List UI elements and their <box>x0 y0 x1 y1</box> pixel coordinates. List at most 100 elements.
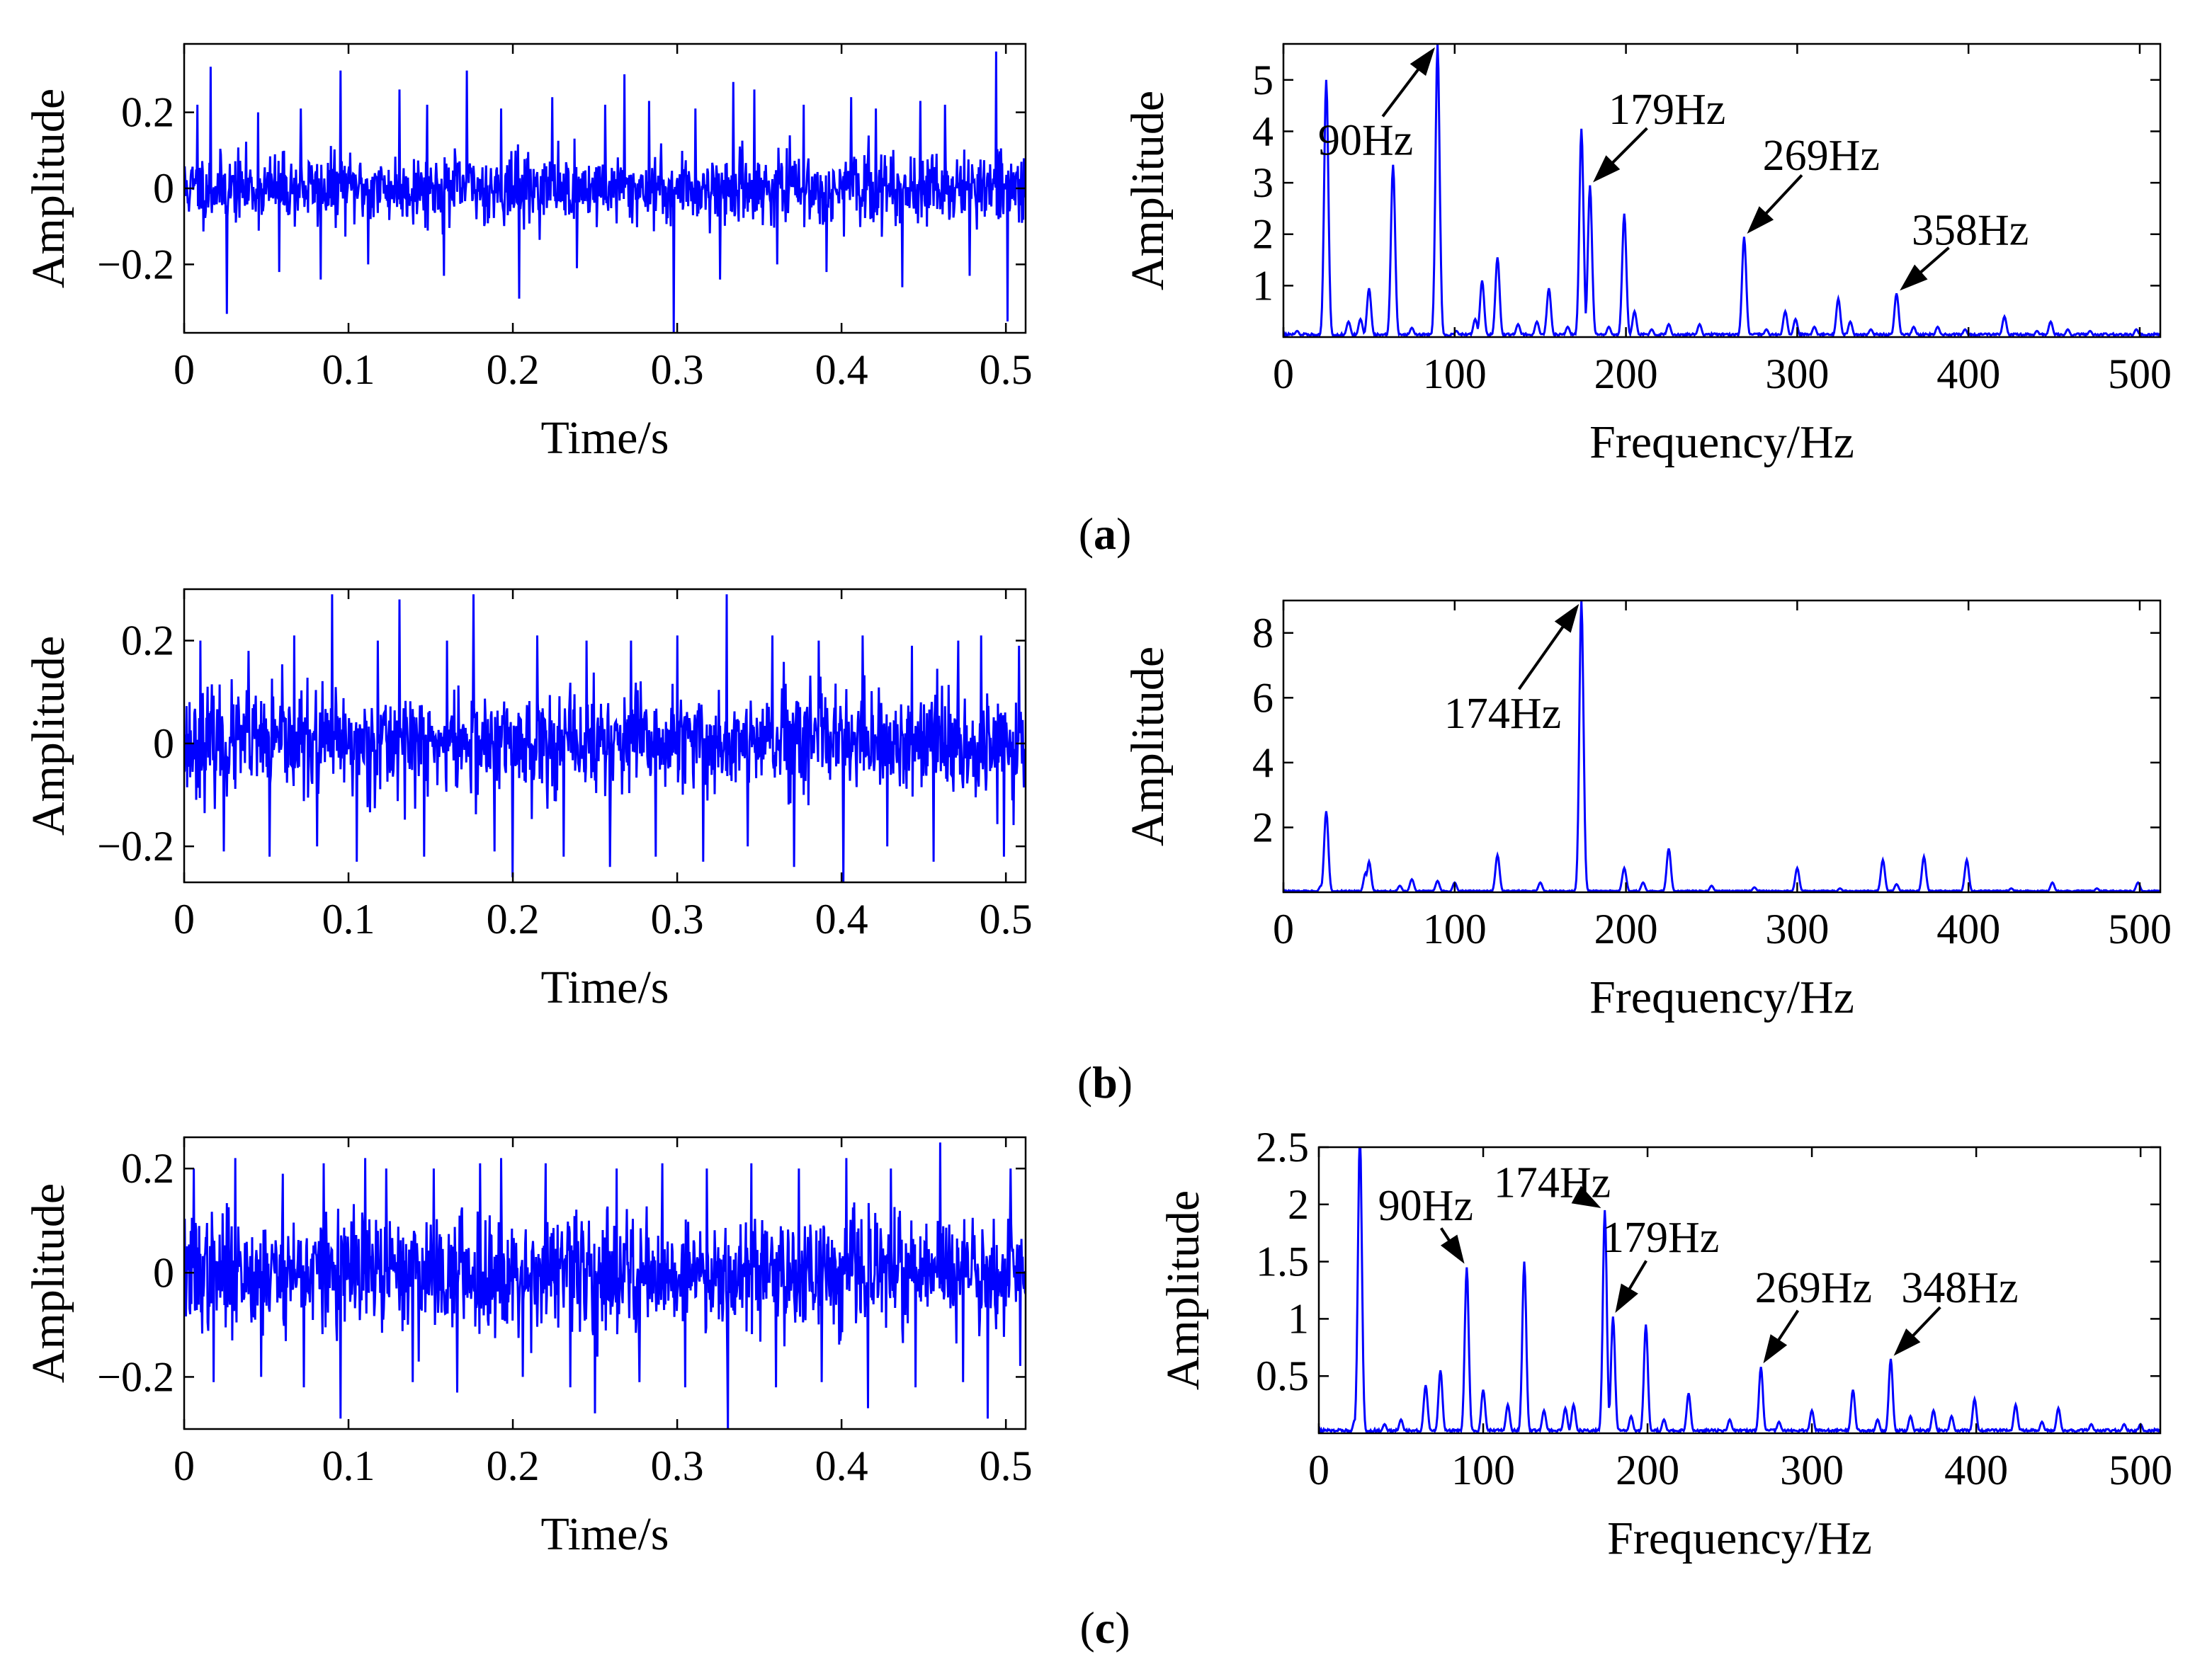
signal-line-b-time <box>184 594 1026 882</box>
annotation-arrowhead-c-freq <box>1571 1185 1601 1209</box>
chart-b-freq: 0 100 200 300 400 500 2 4 6 8 Frequency/Hz Amplitud… <box>1122 599 2172 1023</box>
x-tick-label-c-freq: 0 <box>1308 1447 1329 1493</box>
x-tick-label-c-time: 0.1 <box>322 1442 375 1489</box>
x-tick-label-b-freq: 100 <box>1423 906 1487 952</box>
y-axis-label-c-time: Amplitude <box>23 1183 74 1383</box>
x-tick-label-a-time: 0.3 <box>651 346 704 393</box>
annotation-label-c-freq: 90Hz <box>1378 1182 1473 1230</box>
x-tick-label-b-time: 0.5 <box>980 896 1033 943</box>
panel-label-c: (c) <box>1079 1603 1130 1653</box>
annotation-label-a-freq: 179Hz <box>1609 86 1725 134</box>
x-tick-label-b-freq: 0 <box>1273 906 1294 952</box>
x-tick-label-b-time: 0 <box>174 896 195 943</box>
annotation-label-c-freq: 348Hz <box>1901 1264 2018 1312</box>
y-tick-label-a-freq: 1 <box>1252 262 1274 309</box>
axes-frame-b-time <box>183 588 1027 884</box>
annotation-arrowhead-a-freq <box>1410 47 1435 76</box>
x-tick-label-a-freq: 500 <box>2108 351 2172 397</box>
y-tick-label-c-freq: 2 <box>1288 1181 1309 1228</box>
y-tick-label-a-freq: 3 <box>1252 159 1274 206</box>
annotation-label-a-freq: 358Hz <box>1912 206 2029 254</box>
x-tick-label-b-freq: 200 <box>1594 906 1658 952</box>
x-tick-label-a-time: 0.2 <box>487 346 540 393</box>
axes-frame-c-freq <box>1317 1146 2162 1435</box>
annotation-arrow-c-freq <box>1907 1306 1941 1342</box>
x-tick-label-c-freq: 500 <box>2109 1447 2172 1493</box>
x-tick-label-c-freq: 100 <box>1451 1447 1515 1493</box>
y-tick-label-c-freq: 1.5 <box>1256 1239 1309 1285</box>
x-tick-label-c-freq: 200 <box>1616 1447 1679 1493</box>
x-axis-label-b-time: Time/s <box>541 962 669 1013</box>
annotation-arrow-b-freq <box>1517 620 1568 690</box>
x-tick-label-c-freq: 400 <box>1944 1447 2008 1493</box>
x-tick-label-b-time: 0.2 <box>487 896 540 943</box>
annotation-arrowhead-a-freq <box>1900 264 1928 291</box>
y-tick-label-a-freq: 4 <box>1252 108 1274 154</box>
y-axis-label-b-freq: Amplitude <box>1122 647 1174 846</box>
x-axis-label-c-time: Time/s <box>541 1508 669 1560</box>
x-tick-label-c-time: 0.4 <box>815 1442 868 1489</box>
x-tick-label-b-time: 0.3 <box>651 896 704 943</box>
axes-frame-b-freq <box>1282 599 2162 894</box>
x-tick-label-c-time: 0 <box>174 1442 195 1489</box>
x-tick-label-a-freq: 0 <box>1273 351 1294 397</box>
annotation-label-b-freq: 174Hz <box>1444 690 1561 738</box>
y-tick-label-c-freq: 2.5 <box>1256 1124 1309 1171</box>
chart-a-freq: 0 100 200 300 400 500 12 3 4 5 Frequency/Hz Amplitu… <box>1122 42 2172 468</box>
x-axis-label-c-freq: Frequency/Hz <box>1607 1513 1872 1564</box>
x-axis-label-b-freq: Frequency/Hz <box>1589 972 1854 1023</box>
x-tick-label-c-time: 0.5 <box>980 1442 1033 1489</box>
annotation-arrowhead-a-freq <box>1593 155 1621 183</box>
annotation-arrowhead-a-freq <box>1747 206 1774 234</box>
x-tick-label-a-time: 0.5 <box>980 346 1033 393</box>
x-axis-label-a-freq: Frequency/Hz <box>1589 416 1854 468</box>
y-tick-label-a-time: 0.2 <box>121 89 174 136</box>
axes-frame-c-time <box>183 1136 1027 1430</box>
x-tick-label-b-freq: 400 <box>1936 906 2000 952</box>
y-tick-label-b-freq: 6 <box>1252 674 1274 721</box>
annotation-arrow-a-freq <box>1915 246 1950 278</box>
y-tick-label-b-freq: 4 <box>1252 739 1274 786</box>
annotation-label-c-freq: 269Hz <box>1755 1264 1872 1312</box>
y-tick-label-a-time: 0 <box>153 165 174 212</box>
y-axis-label-b-time: Amplitude <box>23 636 74 836</box>
x-tick-label-c-freq: 300 <box>1780 1447 1844 1493</box>
y-tick-label-c-freq: 1 <box>1288 1295 1309 1342</box>
annotation-arrowhead-c-freq <box>1763 1334 1788 1364</box>
y-axis-label-a-time: Amplitude <box>23 89 74 288</box>
y-tick-label-b-time: 0 <box>153 720 174 767</box>
annotation-label-c-freq: 174Hz <box>1494 1159 1611 1207</box>
annotation-arrowhead-b-freq <box>1554 603 1579 633</box>
annotation-label-a-freq: 269Hz <box>1763 132 1880 180</box>
y-tick-label-a-time: −0.2 <box>97 241 174 288</box>
annotation-arrowhead-c-freq <box>1893 1328 1921 1356</box>
annotation-label-c-freq: 179Hz <box>1602 1214 1719 1262</box>
annotation-label-a-freq: 90Hz <box>1318 116 1413 164</box>
x-tick-label-a-time: 0.1 <box>322 346 375 393</box>
x-tick-label-a-time: 0.4 <box>815 346 868 393</box>
panel-label-b: (b) <box>1077 1057 1133 1108</box>
signal-line-c-time <box>184 1142 1026 1429</box>
y-tick-label-c-time: −0.2 <box>97 1353 174 1400</box>
chart-c-freq: 0 100 200 300 400 500 0.5 1 1.5 2 2.5 Frequency/Hz A… <box>1157 1124 2172 1564</box>
annotation-arrow-a-freq <box>1606 127 1648 169</box>
y-axis-label-a-freq: Amplitude <box>1122 91 1174 290</box>
axes-frame-a-freq <box>1282 42 2162 338</box>
y-tick-label-c-time: 0 <box>153 1249 174 1296</box>
signal-line-c-freq <box>1319 1147 2160 1433</box>
y-tick-label-a-freq: 2 <box>1252 211 1274 258</box>
x-tick-label-a-freq: 200 <box>1594 351 1658 397</box>
x-tick-label-a-freq: 300 <box>1765 351 1829 397</box>
signal-line-a-time <box>184 51 1026 333</box>
signal-line-b-freq <box>1283 601 2160 892</box>
x-tick-label-c-time: 0.2 <box>487 1442 540 1489</box>
x-tick-label-a-freq: 400 <box>1936 351 2000 397</box>
y-axis-label-c-freq: Amplitude <box>1157 1190 1209 1390</box>
y-tick-label-b-time: 0.2 <box>121 617 174 664</box>
x-axis-label-a-time: Time/s <box>541 412 669 464</box>
y-tick-label-c-freq: 0.5 <box>1256 1353 1309 1399</box>
